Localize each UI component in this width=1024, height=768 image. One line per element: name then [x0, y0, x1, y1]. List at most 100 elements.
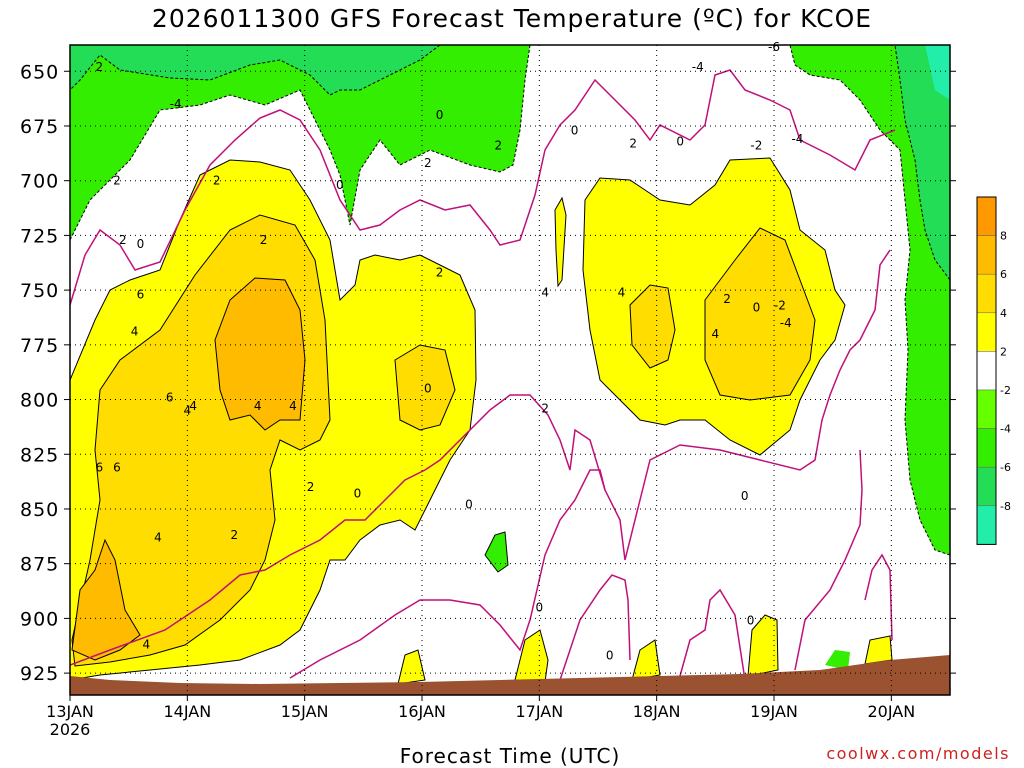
colorbar-label: 6	[1000, 268, 1007, 281]
y-axis: 650 675 700 725 750 775 800 825 850 875 900 925	[20, 61, 956, 685]
y-tick-label: 750	[20, 280, 59, 302]
y-tick-label: 925	[20, 663, 59, 685]
contour-label: 0	[465, 498, 473, 512]
colorbar-label: -8	[1000, 500, 1011, 513]
contour-label: 0	[747, 614, 755, 628]
contour-label: -6	[768, 40, 780, 54]
contour-label: 2	[723, 292, 731, 306]
x-axis-title: Forecast Time (UTC)	[399, 744, 621, 768]
colorbar-label: 8	[1000, 230, 1007, 243]
fill-warm-east-4a	[629, 284, 676, 369]
contour-label: 2	[541, 401, 549, 415]
contour-label: 2	[629, 136, 637, 150]
fill-warm-small	[554, 196, 567, 288]
contour-label: 4	[289, 399, 297, 413]
contour-label: -4	[780, 316, 792, 330]
colorbar-label: 2	[1000, 345, 1007, 358]
contour-label: 0	[436, 108, 444, 122]
y-tick-label: 875	[20, 554, 59, 576]
grid	[70, 45, 950, 695]
colorbar-label: -6	[1000, 461, 1011, 474]
x-tick-label: 17JAN	[515, 702, 563, 721]
isotherm-zero-g	[864, 553, 893, 641]
fill-warm-6	[214, 277, 306, 431]
fill-green-top	[70, 45, 531, 241]
contour-label: -4	[692, 60, 704, 74]
contour-label: -2	[750, 139, 762, 153]
x-tick-label: 13JAN	[46, 702, 94, 721]
fill-blob-6	[484, 531, 509, 573]
contour-label: 0	[676, 134, 684, 148]
isotherm-zero-f	[794, 449, 863, 671]
contour-label: 4	[541, 285, 549, 299]
colorbar-label: -4	[1000, 423, 1011, 436]
x-tick-label: 20JAN	[867, 702, 915, 721]
contour-label: 2	[424, 156, 432, 170]
fill-warm-16	[394, 344, 456, 431]
contour-label: 4	[154, 530, 162, 544]
colorbar-swatch	[976, 196, 997, 236]
y-tick-label: 775	[20, 335, 59, 357]
colorbar-swatch	[976, 389, 997, 429]
y-tick-label: 650	[20, 61, 59, 83]
contour-label: 2	[119, 233, 127, 247]
colorbar-label: -2	[1000, 384, 1011, 397]
contour-label: 0	[354, 487, 362, 501]
contour-label: 4	[131, 325, 139, 339]
colorbar-swatch	[976, 235, 997, 275]
isotherm-zero-d	[559, 574, 631, 681]
fill-green-right-2	[894, 45, 950, 281]
fill-green-right	[789, 45, 950, 556]
y-tick-label: 725	[20, 225, 59, 247]
colorbar-frame	[976, 196, 997, 545]
y-tick-label: 850	[20, 499, 59, 521]
contour-label: 0	[571, 123, 579, 137]
credit-link[interactable]: coolwx.com/models	[826, 744, 1010, 763]
fill-green-mid	[70, 45, 441, 96]
terrain	[70, 655, 950, 695]
contour-label: 2	[260, 233, 268, 247]
y-tick-label: 800	[20, 390, 59, 412]
colorbar-swatch	[976, 273, 997, 314]
fill-warm-6b	[71, 538, 141, 661]
fill-green-right-3	[925, 45, 950, 100]
contour-label: 0	[536, 600, 544, 614]
contour-label: 0	[424, 382, 432, 396]
colorbar-label: 4	[1000, 307, 1007, 320]
contour-label: 0	[336, 178, 344, 192]
isotherm-zero-e	[679, 588, 746, 681]
x-tick-label: 18JAN	[633, 702, 681, 721]
contour-label: -2	[774, 298, 786, 312]
colorbar-swatch	[976, 351, 997, 391]
contour-label: -4	[791, 132, 803, 146]
contour-label: 2	[213, 174, 221, 188]
y-tick-label: 825	[20, 444, 59, 466]
contour-label: 6	[166, 390, 174, 404]
contour-label: 0	[137, 237, 145, 251]
x-tick-label: 14JAN	[163, 702, 211, 721]
fill-blob-2	[397, 649, 426, 685]
chart-title: 2026011300 GFS Forecast Temperature (ºC)…	[151, 4, 873, 33]
isotherm-zero-b	[70, 249, 891, 666]
contour-label: 4	[618, 285, 626, 299]
contour-label: 4	[184, 403, 192, 417]
contour-label: 2	[307, 480, 315, 494]
y-tick-label: 700	[20, 171, 59, 193]
isotherm-zero-a	[70, 69, 896, 306]
contour-label: 6	[137, 287, 145, 301]
contour-label: 2	[96, 60, 104, 74]
contour-label: 2	[436, 266, 444, 280]
y-tick-label: 900	[20, 608, 59, 630]
contour-label: 0	[753, 301, 761, 315]
x-tick-label: 2026	[50, 720, 91, 739]
contour-label: 4	[189, 399, 197, 413]
x-tick-label: 15JAN	[281, 702, 329, 721]
x-tick-label: 16JAN	[398, 702, 446, 721]
fill-blob-7	[825, 650, 850, 670]
contour-label: 0	[741, 489, 749, 503]
colorbar-swatch	[976, 466, 997, 507]
contour-label: 4	[254, 399, 262, 413]
